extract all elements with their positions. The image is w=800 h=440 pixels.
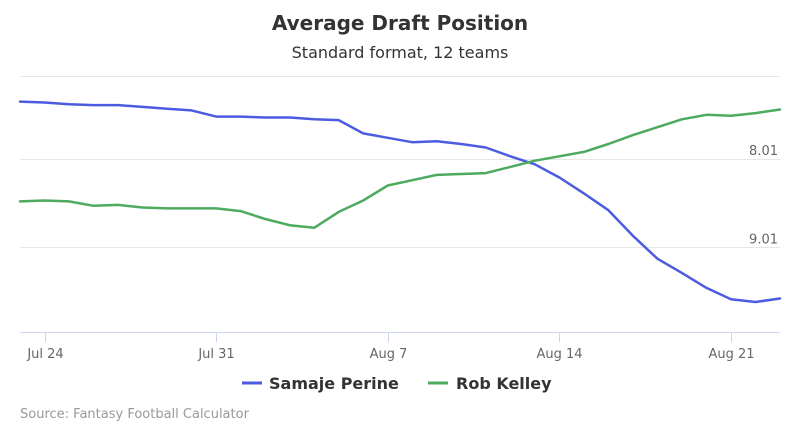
x-tick-label: Jul 24 <box>26 347 63 362</box>
x-tick-label: Aug 7 <box>370 347 408 362</box>
series-line-rob-kelley[interactable] <box>18 108 782 230</box>
legend-item-rob-kelley[interactable]: Rob Kelley <box>428 374 552 393</box>
y-tick-label: 9.01 <box>749 232 778 247</box>
legend-item-samaje-perine[interactable]: Samaje Perine <box>242 374 399 393</box>
series-lines <box>18 100 782 304</box>
x-tick-label: Aug 21 <box>708 347 754 362</box>
chart-title: Average Draft Position <box>272 11 528 35</box>
legend-label-rob-kelley[interactable]: Rob Kelley <box>456 374 552 393</box>
x-tick-label: Aug 14 <box>536 347 582 362</box>
y-tick-label: 8.01 <box>749 144 778 159</box>
x-axis: Jul 24 Jul 31 Aug 7 Aug 14 Aug 21 <box>20 332 780 362</box>
x-tick-label: Jul 31 <box>197 347 234 362</box>
legend-label-samaje-perine[interactable]: Samaje Perine <box>269 374 399 393</box>
chart-subtitle: Standard format, 12 teams <box>292 43 509 62</box>
gridlines <box>20 76 780 248</box>
chart-credit[interactable]: Source: Fantasy Football Calculator <box>20 407 250 422</box>
legend[interactable]: Samaje Perine Rob Kelley <box>242 374 552 393</box>
series-line-samaje-perine[interactable] <box>18 100 782 304</box>
y-axis-labels: 8.01 9.01 <box>749 144 778 247</box>
